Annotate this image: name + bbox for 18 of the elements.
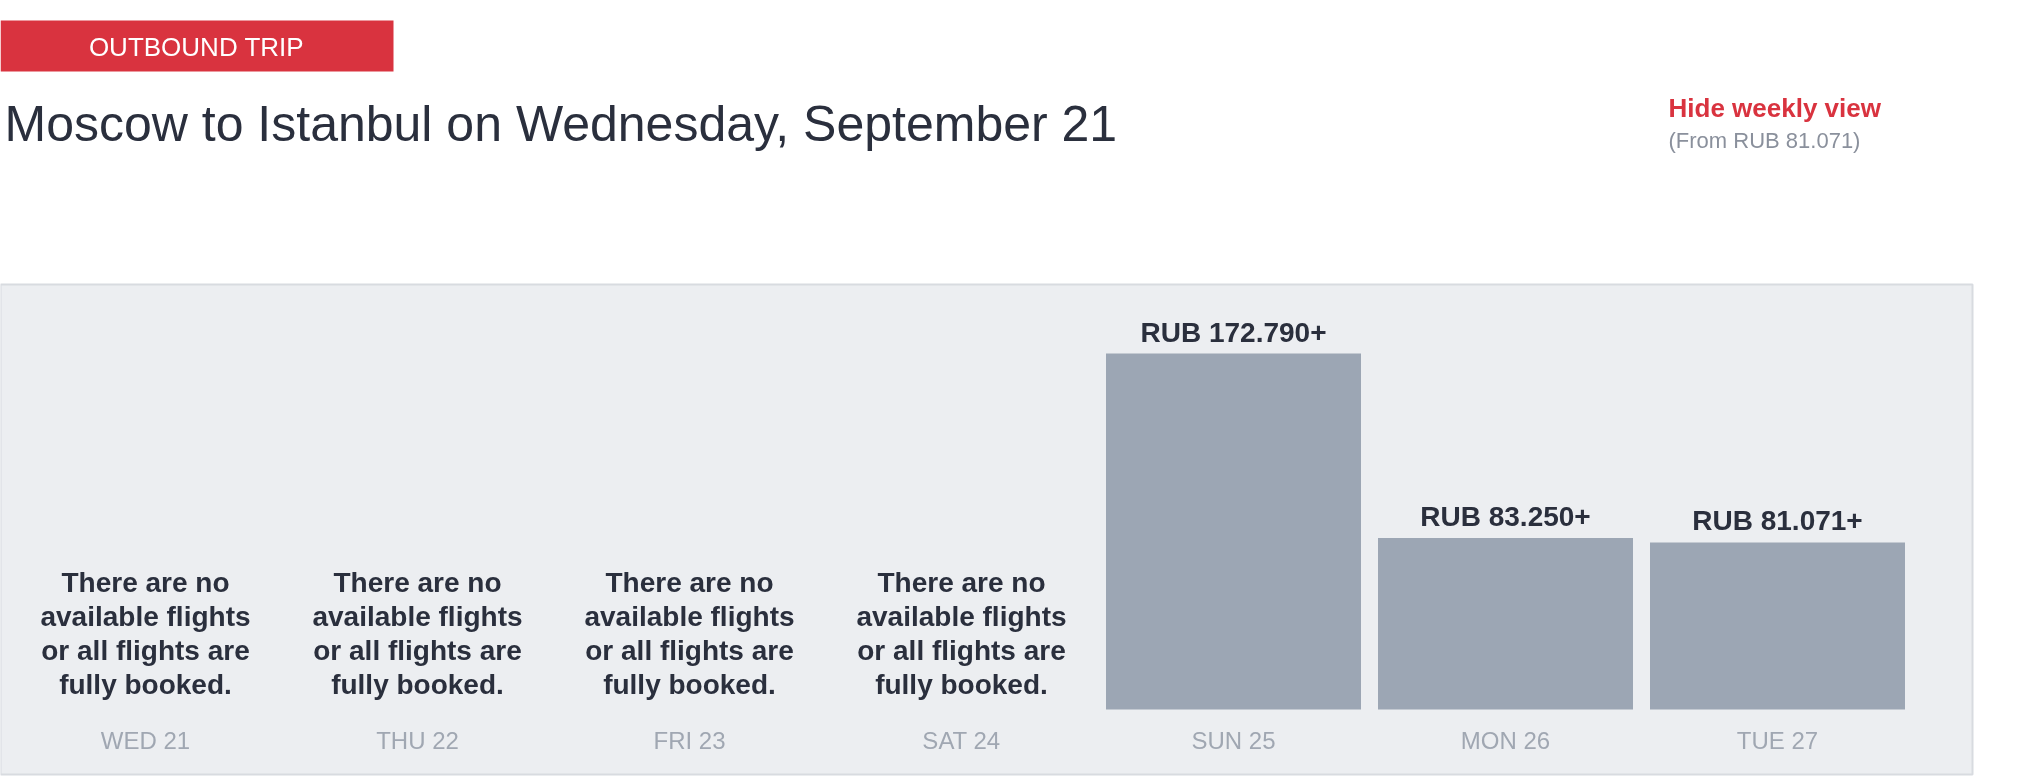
x-tick-label: TUE 27 xyxy=(1736,727,1819,754)
x-tick-label: FRI 23 xyxy=(653,727,726,754)
x-tick-label: MON 26 xyxy=(1460,727,1551,754)
data-label: RUB 83.250+ xyxy=(1420,500,1591,532)
data-label: RUB 172.790+ xyxy=(1140,316,1327,348)
data-label: RUB 81.071+ xyxy=(1692,505,1863,537)
chart-subtitle: OUTBOUND TRIP xyxy=(88,31,304,62)
x-tick-label: THU 22 xyxy=(376,727,459,754)
x-tick-label: SUN 25 xyxy=(1191,727,1276,754)
annotation: There are no available flights or all flights are fully booked. xyxy=(40,567,251,701)
chart-title: Moscow to Istanbul on Wednesday, September 21 xyxy=(4,95,1118,152)
x-tick-label: WED 21 xyxy=(100,727,191,754)
x-tick-label: SAT 24 xyxy=(922,727,1001,754)
text: Hide weekly view xyxy=(1668,92,1882,123)
text: (From RUB 81.071) xyxy=(1668,128,1861,153)
annotation: There are no available flights or all flights are fully booked. xyxy=(856,567,1067,701)
annotation: There are no available flights or all flights are fully booked. xyxy=(584,567,795,701)
annotation: There are no available flights or all flights are fully booked. xyxy=(312,567,523,701)
